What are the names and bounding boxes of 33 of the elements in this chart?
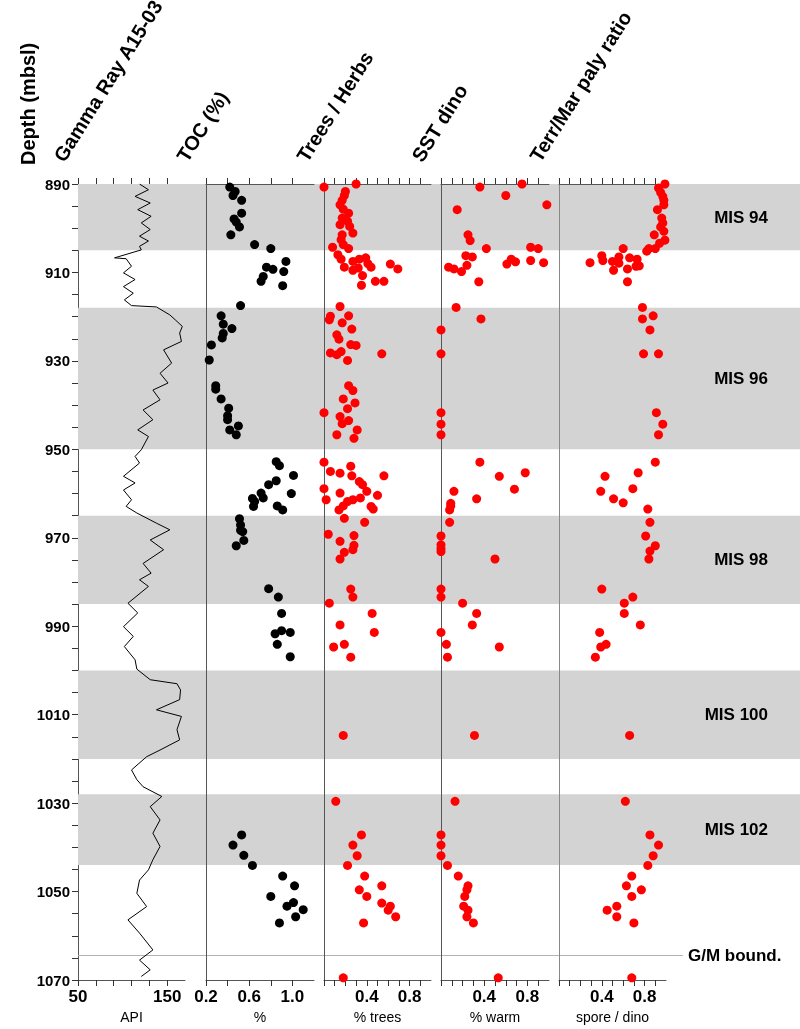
band-label: MIS 100 [704,705,768,725]
y-tick-label: 1070 [36,971,70,989]
y-tick-label: 930 [44,352,70,370]
x-tick-label: 0.8 [515,987,540,1006]
y-axis-title: Depth (mbsl) [17,42,39,165]
y-tick-label: 970 [44,529,70,547]
x-tick-label: 0.4 [354,987,380,1006]
band-label: MIS 102 [704,820,768,840]
y-tick-label: 1050 [36,883,70,901]
x-tick-label: 150 [152,987,182,1006]
x-axis-title: % warm [469,1009,521,1025]
x-tick-label: 0.2 [194,987,218,1006]
band-label: MIS 96 [714,369,768,389]
x-axis-title: % trees [353,1009,402,1025]
y-tick-label: 910 [44,263,70,281]
x-tick-label: 0.8 [632,987,657,1006]
x-axis-title: spore / dino [575,1009,650,1025]
x-tick-label: 0.6 [237,987,262,1006]
y-tick-label: 890 [44,175,70,193]
band-label: MIS 98 [714,550,768,570]
y-tick-label: 1010 [36,706,70,724]
x-axis-title: % [253,1009,267,1025]
x-axis-title: API [120,1009,143,1025]
x-tick-label: 1.0 [280,987,305,1006]
x-tick-label: 0.4 [589,987,615,1006]
x-tick-label: 0.4 [472,987,497,1006]
ref-line-label: G/M bound. [688,946,782,966]
y-tick-label: 1030 [36,794,70,812]
band-label: MIS 94 [714,207,769,227]
x-tick-label: 0.8 [397,987,422,1006]
x-tick-label: 50 [68,987,88,1006]
y-tick-label: 990 [44,617,70,635]
y-tick-label: 950 [44,440,70,458]
